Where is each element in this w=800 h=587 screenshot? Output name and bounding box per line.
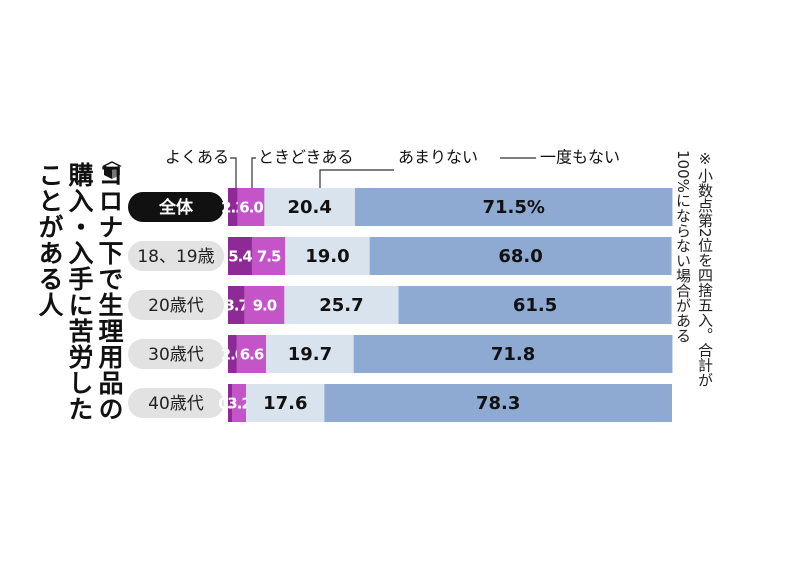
value-label: 71.8 <box>491 344 535 365</box>
bar-segment <box>266 335 354 373</box>
value-label: 25.7 <box>319 295 363 316</box>
bar-segment <box>369 237 672 275</box>
bar-segment <box>251 237 286 275</box>
bar-segment <box>284 286 399 324</box>
value-label: 78.3 <box>476 393 520 414</box>
category-label: 40歳代 <box>148 394 204 414</box>
category-pill <box>128 388 224 418</box>
category-pill <box>128 192 224 222</box>
value-label: 19.7 <box>288 344 332 365</box>
leader-line <box>230 157 237 188</box>
category-pill <box>128 290 224 320</box>
bar-segment <box>264 188 355 226</box>
bar-segment <box>236 335 267 373</box>
value-label: 6.6 <box>240 346 264 364</box>
value-label: 17.6 <box>263 393 307 414</box>
bar-segment <box>398 286 672 324</box>
bar-segment <box>353 335 673 373</box>
bar-segment <box>228 335 237 373</box>
value-label: 20.4 <box>287 197 331 218</box>
bar-segment <box>246 384 325 422</box>
value-label: 6.0 <box>239 199 263 217</box>
value-label: 3.7 <box>224 297 248 315</box>
category-pill <box>128 241 224 271</box>
category-label: 全体 <box>158 197 194 218</box>
leader-line <box>319 169 394 188</box>
category-label: 20歳代 <box>148 296 204 316</box>
value-label: 71.5% <box>482 197 544 218</box>
leader-line <box>251 157 256 188</box>
value-label: 5.4 <box>228 248 252 266</box>
bar-segment <box>228 384 232 422</box>
bar-segment <box>231 384 247 422</box>
category-label: 18、19歳 <box>137 247 214 267</box>
value-label: 7.5 <box>257 248 281 266</box>
chart-title: コロナ下で生理用品の購入・入手に苦労したことがある人 <box>35 162 124 422</box>
bar-segment <box>237 188 265 226</box>
category-pill <box>128 339 224 369</box>
bar-segment <box>228 237 252 275</box>
legend-label: ときどきある <box>258 148 354 167</box>
legend-label: 一度もない <box>540 148 620 167</box>
value-label: 61.5 <box>513 295 557 316</box>
title-icon <box>102 161 122 179</box>
value-label: 9.0 <box>253 297 277 315</box>
legend-label: あまりない <box>398 148 478 167</box>
bar-segment <box>324 384 672 422</box>
bar-segment <box>354 188 673 226</box>
bar-segment <box>285 237 370 275</box>
bar-segment <box>228 286 245 324</box>
footnote: ※小数点第2位を四捨五入。合計が100%にならない場合がある <box>674 150 714 388</box>
category-label: 30歳代 <box>148 345 204 365</box>
value-label: 3.2 <box>227 395 251 413</box>
legend-label: よくある <box>165 148 229 167</box>
value-label: 19.0 <box>305 246 349 267</box>
bar-segment <box>228 188 238 226</box>
value-label: 68.0 <box>498 246 542 267</box>
bar-segment <box>244 286 285 324</box>
